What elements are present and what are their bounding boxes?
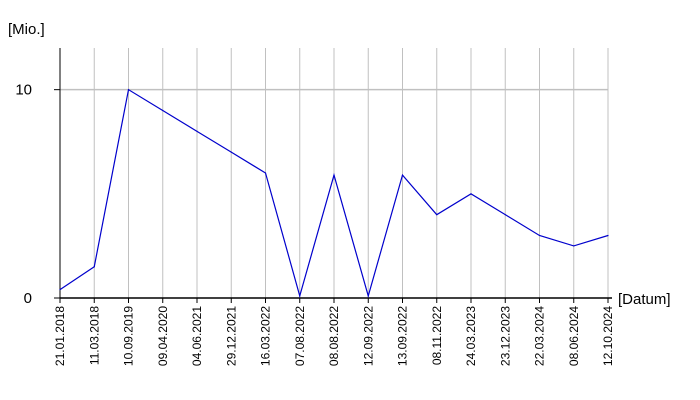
y-tick-label: 0 <box>24 290 32 307</box>
x-tick-label: 13.09.2022 <box>396 306 410 366</box>
data-point <box>436 214 438 216</box>
data-point <box>573 245 575 247</box>
x-ticks: 21.01.2018 11.03.2018 10.09.2019 09.04.2020… <box>53 298 615 366</box>
data-point <box>264 172 267 174</box>
data-point <box>230 151 232 153</box>
x-tick-label: 07.08.2022 <box>293 306 307 366</box>
data-point <box>538 234 541 237</box>
x-tick-label: 23.12.2023 <box>498 306 512 366</box>
x-tick-label: 12.10.2024 <box>601 306 615 366</box>
data-point <box>333 174 335 176</box>
data-point <box>470 193 472 195</box>
x-tick-label: 04.06.2021 <box>190 306 204 366</box>
data-point <box>127 89 130 91</box>
x-tick-label: 09.04.2020 <box>156 306 170 366</box>
data-point <box>401 174 404 176</box>
x-tick-label: 21.01.2018 <box>53 306 67 366</box>
x-tick-label: 11.03.2018 <box>87 306 101 365</box>
data-point <box>93 266 95 268</box>
y-axis-label: [Mio.] <box>8 21 45 38</box>
y-ticks: 0 10 <box>15 82 60 307</box>
data-point <box>162 109 164 112</box>
x-tick-label: 08.06.2024 <box>567 306 581 366</box>
data-point <box>299 295 301 297</box>
data-point <box>607 234 609 237</box>
x-tick-label: 10.09.2019 <box>122 306 136 366</box>
data-point <box>59 289 61 291</box>
series <box>59 88 609 299</box>
x-tick-label: 12.09.2022 <box>361 306 375 366</box>
x-tick-label: 29.12.2021 <box>224 306 238 366</box>
x-tick-label: 08.11.2022 <box>430 306 444 365</box>
y-tick-label: 10 <box>15 82 32 99</box>
x-tick-label: 22.03.2024 <box>533 306 547 366</box>
x-axis-label: [Datum] <box>618 291 671 308</box>
data-point <box>196 130 198 132</box>
x-tick-label: 08.08.2022 <box>327 306 341 366</box>
data-point <box>367 295 369 297</box>
data-point <box>504 214 506 216</box>
x-tick-label: 16.03.2022 <box>259 306 273 366</box>
x-tick-label: 24.03.2023 <box>464 306 478 366</box>
axes <box>59 48 612 299</box>
